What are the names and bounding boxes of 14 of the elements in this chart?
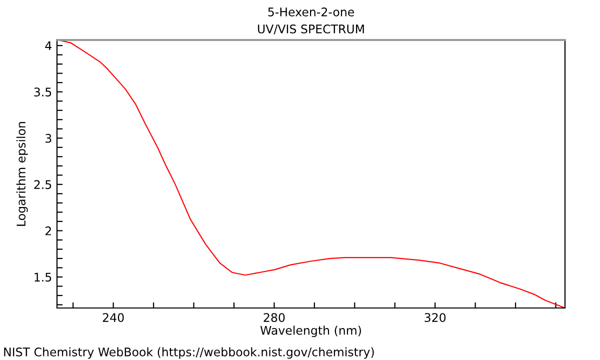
y-tick-label: 2 [45, 226, 51, 236]
y-tick-label: 2.5 [34, 180, 52, 190]
text: NIST Chemistry WebBook (https://webbook.nist.gov/chemistry) [4, 347, 374, 359]
y-tick-label: 1.5 [34, 272, 52, 282]
x-tick-label: 280 [264, 313, 285, 322]
x-axis-title: Wavelength (nm) [260, 326, 361, 338]
chart-title: 5-Hexen-2-one [268, 7, 354, 16]
x-tick-label: 320 [424, 313, 446, 322]
x-tick-label: 240 [102, 313, 124, 322]
y-tick-label: 4 [45, 41, 52, 50]
y-tick-label: 3 [46, 134, 52, 143]
y-tick-label: 3.5 [34, 88, 52, 96]
chart-subtitle: UV/VIS SPECTRUM [258, 24, 364, 34]
y-axis-title: Logarithm epsilon [16, 122, 28, 226]
